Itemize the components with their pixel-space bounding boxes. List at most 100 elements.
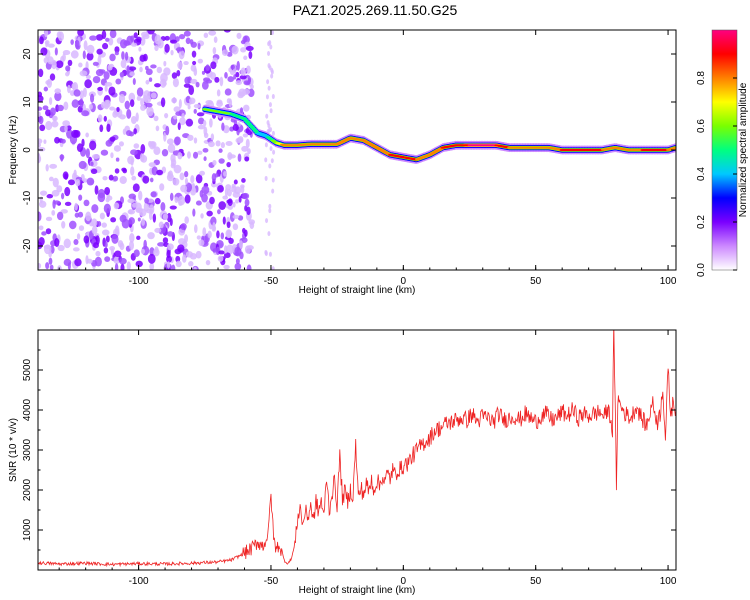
noise-blob bbox=[193, 108, 197, 114]
snr-y-tick-label: 4000 bbox=[22, 398, 33, 421]
noise-blob bbox=[271, 177, 275, 183]
ridge-mark bbox=[253, 129, 259, 132]
noise-blob bbox=[73, 238, 79, 246]
noise-blob bbox=[225, 244, 234, 255]
noise-blob bbox=[102, 42, 109, 50]
noise-blob bbox=[232, 201, 236, 208]
noise-blob bbox=[181, 113, 185, 119]
noise-blob bbox=[91, 226, 98, 235]
colorbar-tick-label: 0.2 bbox=[696, 215, 707, 229]
noise-blob bbox=[159, 183, 165, 191]
snr-plot: -100 -50 0 50 100 1000 2000 3000 4000 5000 Height… bbox=[8, 329, 677, 596]
snr-x-tick-label: 100 bbox=[660, 576, 677, 587]
noise-blob bbox=[265, 113, 269, 119]
noise-blob bbox=[74, 212, 80, 218]
noise-blob bbox=[83, 40, 88, 51]
noise-blob bbox=[165, 125, 170, 136]
noise-blob bbox=[38, 115, 44, 125]
noise-blob bbox=[119, 214, 127, 223]
noise-blob bbox=[267, 41, 271, 47]
noise-blob bbox=[175, 260, 182, 268]
noise-blob bbox=[148, 77, 153, 82]
noise-blob bbox=[51, 209, 56, 216]
noise-blob bbox=[78, 194, 83, 201]
noise-blob bbox=[172, 178, 180, 186]
noise-blob bbox=[46, 194, 54, 199]
noise-blob bbox=[98, 69, 106, 74]
noise-blob bbox=[203, 132, 209, 139]
noise-blob bbox=[271, 130, 275, 136]
noise-blob bbox=[216, 230, 220, 239]
noise-blob bbox=[82, 50, 86, 60]
noise-blob bbox=[267, 127, 271, 133]
noise-blob bbox=[197, 117, 205, 125]
noise-blob bbox=[73, 89, 81, 97]
noise-blob bbox=[54, 47, 58, 56]
noise-blob bbox=[45, 228, 52, 235]
noise-blob bbox=[100, 101, 107, 109]
noise-blob bbox=[133, 249, 140, 257]
noise-blob bbox=[226, 98, 231, 104]
noise-blob bbox=[105, 99, 111, 108]
noise-blob bbox=[57, 104, 64, 112]
noise-blob bbox=[187, 134, 194, 141]
noise-blob bbox=[194, 224, 198, 234]
noise-blob bbox=[197, 124, 205, 130]
noise-blob bbox=[129, 99, 135, 107]
noise-blob bbox=[205, 79, 213, 84]
noise-blob bbox=[91, 204, 99, 213]
noise-blob bbox=[82, 178, 88, 183]
noise-blob bbox=[235, 258, 240, 265]
noise-blob bbox=[103, 71, 110, 80]
noise-blob bbox=[109, 30, 117, 39]
noise-blob bbox=[227, 198, 233, 207]
noise-blob bbox=[239, 240, 244, 249]
noise-blob bbox=[43, 244, 51, 249]
spectrogram-y-axis-label: Frequency (Hz) bbox=[8, 116, 19, 185]
noise-blob bbox=[108, 174, 114, 181]
noise-blob bbox=[90, 93, 95, 103]
noise-blob bbox=[267, 123, 271, 129]
noise-blob bbox=[217, 209, 221, 215]
noise-blob bbox=[67, 179, 76, 186]
noise-blob bbox=[79, 98, 84, 108]
noise-blob bbox=[56, 185, 63, 193]
noise-blob bbox=[118, 141, 124, 147]
noise-blob bbox=[190, 41, 197, 48]
noise-blob bbox=[85, 148, 90, 159]
colorbar-tick-label: 0.0 bbox=[696, 263, 707, 277]
noise-blob bbox=[89, 140, 97, 151]
noise-blob bbox=[240, 67, 247, 76]
noise-blob bbox=[76, 233, 81, 240]
noise-blob bbox=[89, 35, 97, 41]
ridge-mark bbox=[251, 128, 257, 131]
noise-blob bbox=[244, 156, 250, 162]
noise-blob bbox=[239, 75, 247, 80]
noise-blob bbox=[243, 104, 250, 112]
noise-blob bbox=[201, 193, 208, 203]
noise-blob bbox=[222, 216, 226, 225]
colorbar-tick-label: 0.6 bbox=[696, 119, 707, 133]
noise-blob bbox=[107, 64, 113, 71]
noise-blob bbox=[45, 216, 53, 222]
noise-blob bbox=[218, 250, 225, 255]
colorbar-ticks: 0.0 0.2 0.4 0.6 0.8 bbox=[696, 71, 737, 277]
spectrogram-x-tick-label: -50 bbox=[264, 276, 279, 287]
noise-blob bbox=[272, 149, 276, 155]
noise-blob bbox=[241, 178, 246, 183]
noise-blob bbox=[45, 163, 49, 172]
noise-blob bbox=[97, 114, 103, 123]
noise-blob bbox=[224, 72, 228, 79]
noise-blob bbox=[139, 66, 143, 73]
noise-blob bbox=[128, 240, 135, 251]
noise-blob bbox=[270, 69, 274, 75]
noise-blob bbox=[104, 85, 108, 92]
noise-blob bbox=[227, 188, 232, 197]
noise-blob bbox=[197, 58, 203, 64]
noise-blob bbox=[133, 128, 137, 135]
noise-blob bbox=[97, 86, 104, 91]
noise-blob bbox=[104, 256, 111, 262]
noise-blob bbox=[105, 235, 110, 243]
noise-blob bbox=[150, 92, 157, 99]
